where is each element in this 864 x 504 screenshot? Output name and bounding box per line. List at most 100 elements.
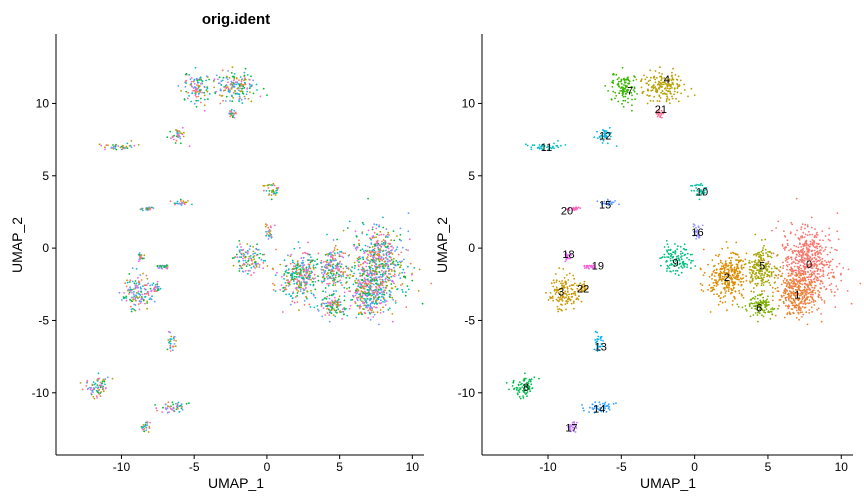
- cell-point: [114, 145, 117, 148]
- cell-point: [139, 294, 142, 296]
- cell-point: [802, 313, 805, 316]
- cell-point: [630, 91, 633, 94]
- cell-point: [134, 287, 137, 290]
- cell-point: [203, 109, 206, 112]
- cell-point: [803, 236, 806, 239]
- cell-point: [795, 303, 798, 306]
- cell-point: [564, 280, 567, 283]
- x-tick-label: 10: [406, 460, 420, 474]
- cell-point: [287, 254, 289, 257]
- cell-point: [738, 270, 741, 273]
- cell-point: [789, 279, 791, 281]
- cell-point: [811, 254, 814, 257]
- cell-point: [234, 111, 237, 114]
- cell-point: [240, 80, 243, 83]
- cell-point: [408, 238, 411, 241]
- cell-point: [175, 129, 177, 131]
- cell-point: [753, 263, 756, 266]
- cell-point: [362, 258, 365, 261]
- cell-point: [293, 265, 295, 267]
- cell-point: [381, 259, 384, 262]
- cell-point: [690, 259, 693, 262]
- cell-point: [321, 280, 323, 283]
- cell-point: [173, 335, 176, 338]
- cell-point: [665, 79, 668, 81]
- cell-point: [660, 76, 663, 79]
- cell-point: [342, 267, 345, 270]
- cell-point: [675, 269, 677, 272]
- cell-point: [646, 102, 649, 105]
- y-tick-label: -5: [464, 313, 475, 327]
- cell-point: [310, 289, 312, 292]
- cell-point: [112, 144, 114, 146]
- cell-point: [96, 384, 99, 386]
- cell-point: [564, 303, 567, 305]
- cell-point: [254, 267, 256, 269]
- cell-point: [334, 276, 337, 279]
- cell-point: [672, 251, 674, 254]
- cell-point: [329, 272, 332, 274]
- cell-point: [806, 323, 809, 326]
- cell-point: [802, 273, 805, 276]
- cell-point: [300, 286, 302, 289]
- cell-point: [334, 244, 337, 247]
- cell-point: [313, 273, 316, 276]
- cell-point: [125, 295, 128, 298]
- cell-point: [380, 258, 382, 261]
- cell-point: [583, 265, 586, 268]
- cell-point: [562, 282, 564, 285]
- cell-point: [526, 395, 528, 398]
- cell-point: [179, 198, 182, 201]
- cell-point: [561, 284, 563, 287]
- cell-point: [798, 238, 801, 241]
- cell-point: [95, 395, 98, 397]
- cell-point: [627, 97, 629, 100]
- cell-point: [145, 209, 148, 211]
- cell-point: [156, 409, 158, 412]
- cell-point: [188, 145, 191, 148]
- cell-point: [623, 84, 625, 86]
- cell-point: [757, 294, 759, 297]
- cell-point: [175, 135, 178, 138]
- cell-point: [797, 287, 800, 290]
- cell-point: [782, 267, 784, 269]
- cell-point: [766, 275, 769, 278]
- cell-point: [660, 91, 662, 94]
- cell-point: [140, 279, 143, 281]
- cell-point: [137, 280, 140, 283]
- cell-point: [124, 147, 126, 150]
- cell-point: [336, 306, 338, 308]
- cell-point: [133, 295, 136, 298]
- cell-point: [721, 280, 723, 282]
- cell-point: [370, 238, 372, 241]
- cell-point: [369, 272, 371, 275]
- cell-point: [385, 287, 387, 289]
- cell-point: [846, 290, 849, 292]
- cell-point: [175, 408, 178, 411]
- cell-point: [384, 301, 386, 303]
- cell-point: [668, 80, 670, 83]
- cell-point: [731, 279, 733, 281]
- cell-point: [687, 95, 689, 98]
- cell-point: [302, 256, 305, 259]
- cell-point: [792, 311, 794, 314]
- cell-point: [107, 144, 109, 147]
- cell-point: [658, 81, 661, 84]
- cell-point: [681, 252, 684, 255]
- cluster-label: 19: [592, 260, 604, 272]
- cell-point: [138, 282, 141, 285]
- cell-point: [612, 402, 615, 405]
- cell-point: [836, 230, 839, 233]
- cell-point: [379, 292, 381, 295]
- cell-point: [239, 83, 242, 86]
- cell-point: [373, 313, 376, 316]
- cell-point: [762, 296, 764, 299]
- cell-point: [370, 272, 373, 275]
- cell-point: [675, 97, 677, 100]
- cell-point: [693, 189, 695, 192]
- cell-point: [111, 377, 114, 380]
- cell-point: [539, 146, 542, 148]
- cell-point: [164, 407, 167, 409]
- cell-point: [308, 270, 311, 273]
